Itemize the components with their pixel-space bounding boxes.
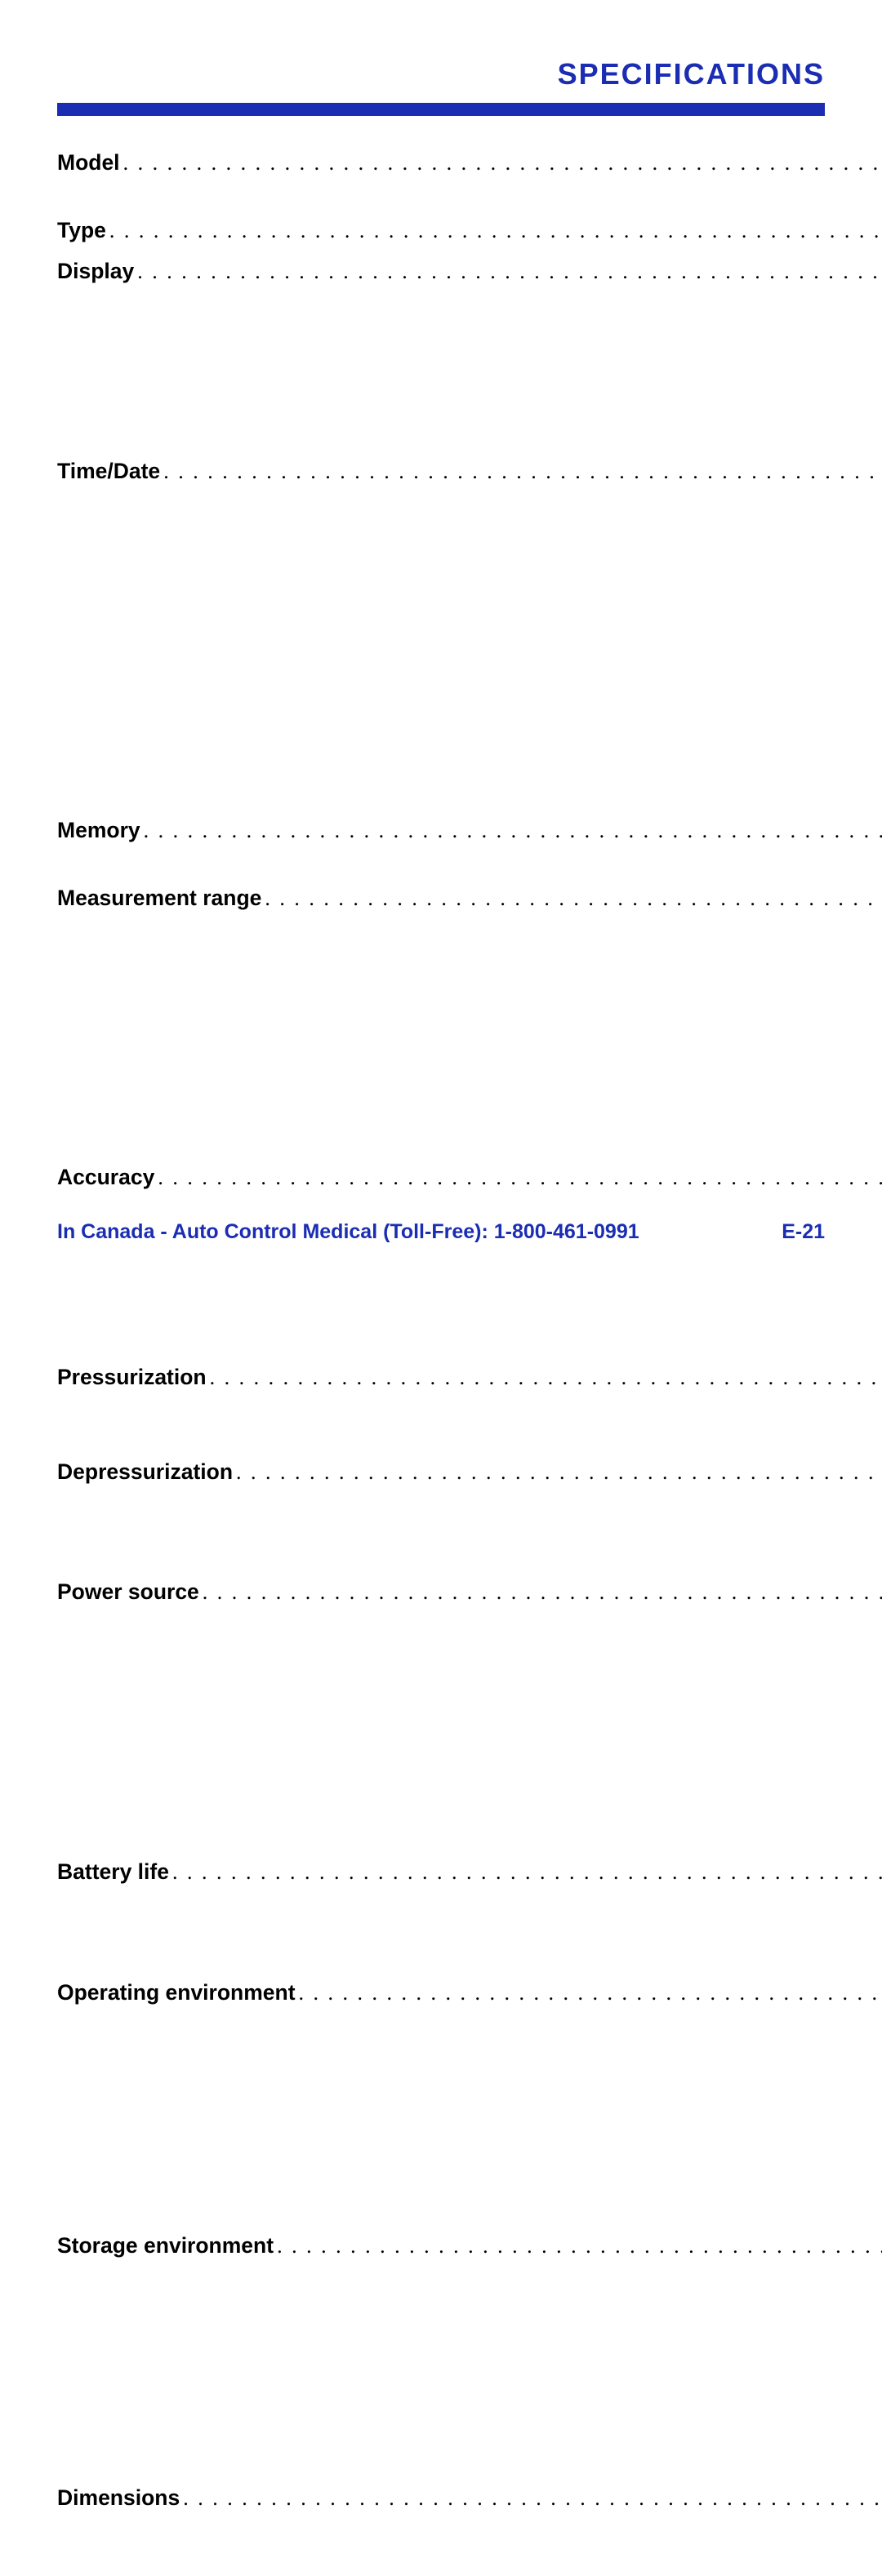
- page-footer: In Canada - Auto Control Medical (Toll-F…: [57, 1220, 825, 1244]
- spec-label-cell: Time/Date. . . . . . . . . . . . . . . .…: [57, 459, 882, 485]
- spec-row: Depressurization. . . . . . . . . . . . …: [57, 1459, 825, 1566]
- spec-row: Power source. . . . . . . . . . . . . . …: [57, 1579, 825, 1844]
- leader-dots: . . . . . . . . . . . . . . . . . . . . …: [140, 819, 882, 844]
- spec-label: Accuracy: [57, 1165, 154, 1190]
- spec-row: Pressurization. . . . . . . . . . . . . …: [57, 1365, 825, 1444]
- spec-row: Storage environment. . . . . . . . . . .…: [57, 2233, 825, 2472]
- spec-label: Time/Date: [57, 459, 160, 484]
- spec-row: Time/Date. . . . . . . . . . . . . . . .…: [57, 459, 825, 803]
- spec-label: Pressurization: [57, 1365, 207, 1390]
- spec-list: Model. . . . . . . . . . . . . . . . . .…: [57, 150, 825, 2576]
- leader-dots: . . . . . . . . . . . . . . . . . . . . …: [180, 2486, 882, 2512]
- leader-dots: . . . . . . . . . . . . . . . . . . . . …: [296, 1981, 882, 2006]
- leader-dots: . . . . . . . . . . . . . . . . . . . . …: [233, 1460, 882, 1486]
- spec-label: Model: [57, 150, 120, 175]
- leader-dots: . . . . . . . . . . . . . . . . . . . . …: [199, 1580, 882, 1606]
- spec-label: Battery life: [57, 1859, 169, 1885]
- spec-row: Type. . . . . . . . . . . . . . . . . . …: [57, 218, 825, 244]
- spec-label-cell: Model. . . . . . . . . . . . . . . . . .…: [57, 150, 882, 176]
- spec-label-cell: Pressurization. . . . . . . . . . . . . …: [57, 1365, 882, 1391]
- footer-left: In Canada - Auto Control Medical (Toll-F…: [57, 1220, 639, 1244]
- spec-label: Memory: [57, 818, 140, 843]
- leader-dots: . . . . . . . . . . . . . . . . . . . . …: [160, 460, 882, 485]
- spec-label-cell: Accuracy. . . . . . . . . . . . . . . . …: [57, 1165, 882, 1191]
- spec-row: Dimensions. . . . . . . . . . . . . . . …: [57, 2485, 825, 2576]
- spec-label: Dimensions: [57, 2485, 180, 2511]
- spec-label: Depressurization: [57, 1459, 233, 1485]
- leader-dots: . . . . . . . . . . . . . . . . . . . . …: [106, 219, 882, 244]
- spec-row: Model. . . . . . . . . . . . . . . . . .…: [57, 150, 825, 203]
- page: SPECIFICATIONS Model. . . . . . . . . . …: [0, 0, 882, 1288]
- spec-label: Power source: [57, 1579, 199, 1605]
- spec-label-cell: Type. . . . . . . . . . . . . . . . . . …: [57, 218, 882, 244]
- spec-label-cell: Operating environment. . . . . . . . . .…: [57, 1980, 882, 2006]
- leader-dots: . . . . . . . . . . . . . . . . . . . . …: [261, 886, 882, 912]
- leader-dots: . . . . . . . . . . . . . . . . . . . . …: [154, 1166, 882, 1191]
- heading-rule: [57, 103, 825, 116]
- spec-row: Measurement range. . . . . . . . . . . .…: [57, 886, 825, 1150]
- spec-label-cell: Power source. . . . . . . . . . . . . . …: [57, 1579, 882, 1606]
- spec-row: Operating environment. . . . . . . . . .…: [57, 1980, 825, 2218]
- spec-label: Storage environment: [57, 2233, 274, 2258]
- spec-label-cell: Measurement range. . . . . . . . . . . .…: [57, 886, 882, 912]
- spec-row: Battery life. . . . . . . . . . . . . . …: [57, 1859, 825, 1965]
- leader-dots: . . . . . . . . . . . . . . . . . . . . …: [134, 260, 882, 285]
- spec-label: Type: [57, 218, 106, 243]
- section-heading: SPECIFICATIONS: [57, 57, 825, 91]
- spec-label-cell: Dimensions. . . . . . . . . . . . . . . …: [57, 2485, 882, 2512]
- spec-row: Display. . . . . . . . . . . . . . . . .…: [57, 259, 825, 444]
- spec-label: Operating environment: [57, 1980, 296, 2005]
- leader-dots: . . . . . . . . . . . . . . . . . . . . …: [169, 1860, 882, 1885]
- leader-dots: . . . . . . . . . . . . . . . . . . . . …: [274, 2234, 882, 2259]
- leader-dots: . . . . . . . . . . . . . . . . . . . . …: [207, 1366, 882, 1391]
- spec-label: Display: [57, 259, 134, 284]
- spec-label: Measurement range: [57, 886, 261, 911]
- spec-label-cell: Memory. . . . . . . . . . . . . . . . . …: [57, 818, 882, 844]
- spec-row: Memory. . . . . . . . . . . . . . . . . …: [57, 818, 825, 871]
- spec-label-cell: Display. . . . . . . . . . . . . . . . .…: [57, 259, 882, 285]
- page-number: E-21: [782, 1220, 825, 1244]
- spec-label-cell: Depressurization. . . . . . . . . . . . …: [57, 1459, 882, 1486]
- spec-row: Accuracy. . . . . . . . . . . . . . . . …: [57, 1165, 825, 1350]
- leader-dots: . . . . . . . . . . . . . . . . . . . . …: [120, 151, 882, 176]
- spec-label-cell: Battery life. . . . . . . . . . . . . . …: [57, 1859, 882, 1885]
- spec-label-cell: Storage environment. . . . . . . . . . .…: [57, 2233, 882, 2259]
